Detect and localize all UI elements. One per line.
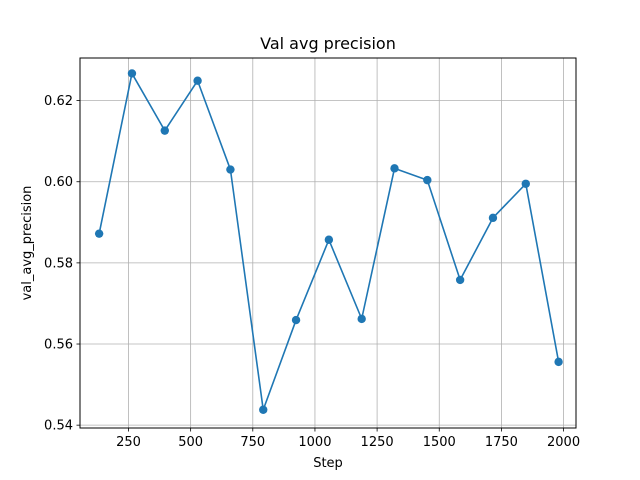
y-tick-label: 0.60 [44, 175, 73, 190]
x-axis-ticks: 250 500 750 1000 1250 1500 1750 2000 [116, 428, 580, 450]
series-layer [94, 69, 563, 414]
x-tick-label: 250 [116, 435, 141, 450]
data-point [488, 213, 498, 223]
x-tick-label: 750 [240, 435, 265, 450]
x-tick-label: 2000 [547, 435, 580, 450]
data-point [193, 76, 202, 85]
y-tick-label: 0.62 [44, 94, 73, 109]
y-tick-label: 0.58 [44, 256, 73, 271]
x-tick-label: 1000 [298, 435, 331, 450]
data-point [357, 314, 366, 324]
x-tick-label: 1750 [485, 435, 518, 450]
data-point [226, 165, 235, 174]
y-axis-label: val_avg_precision [20, 186, 35, 301]
chart-title: Val avg precision [260, 34, 396, 53]
y-tick-label: 0.54 [44, 419, 73, 434]
data-point [94, 229, 104, 238]
x-tick-label: 1500 [423, 435, 456, 450]
y-tick-label: 0.56 [44, 338, 73, 353]
data-point [324, 235, 334, 244]
x-axis-label: Step [313, 456, 343, 471]
x-tick-label: 1250 [361, 435, 394, 450]
data-point [259, 405, 268, 414]
y-axis-ticks: 0.54 0.56 0.58 0.60 0.62 [44, 94, 80, 434]
x-tick-label: 500 [178, 435, 203, 450]
data-point [554, 357, 563, 367]
data-point [423, 175, 432, 185]
data-point [455, 275, 465, 285]
data-point [127, 69, 137, 78]
data-point [291, 315, 301, 325]
data-point [160, 126, 169, 135]
plot-frame [79, 57, 577, 429]
data-point [521, 179, 530, 188]
grid-lines [80, 58, 576, 428]
data-point [390, 164, 399, 173]
